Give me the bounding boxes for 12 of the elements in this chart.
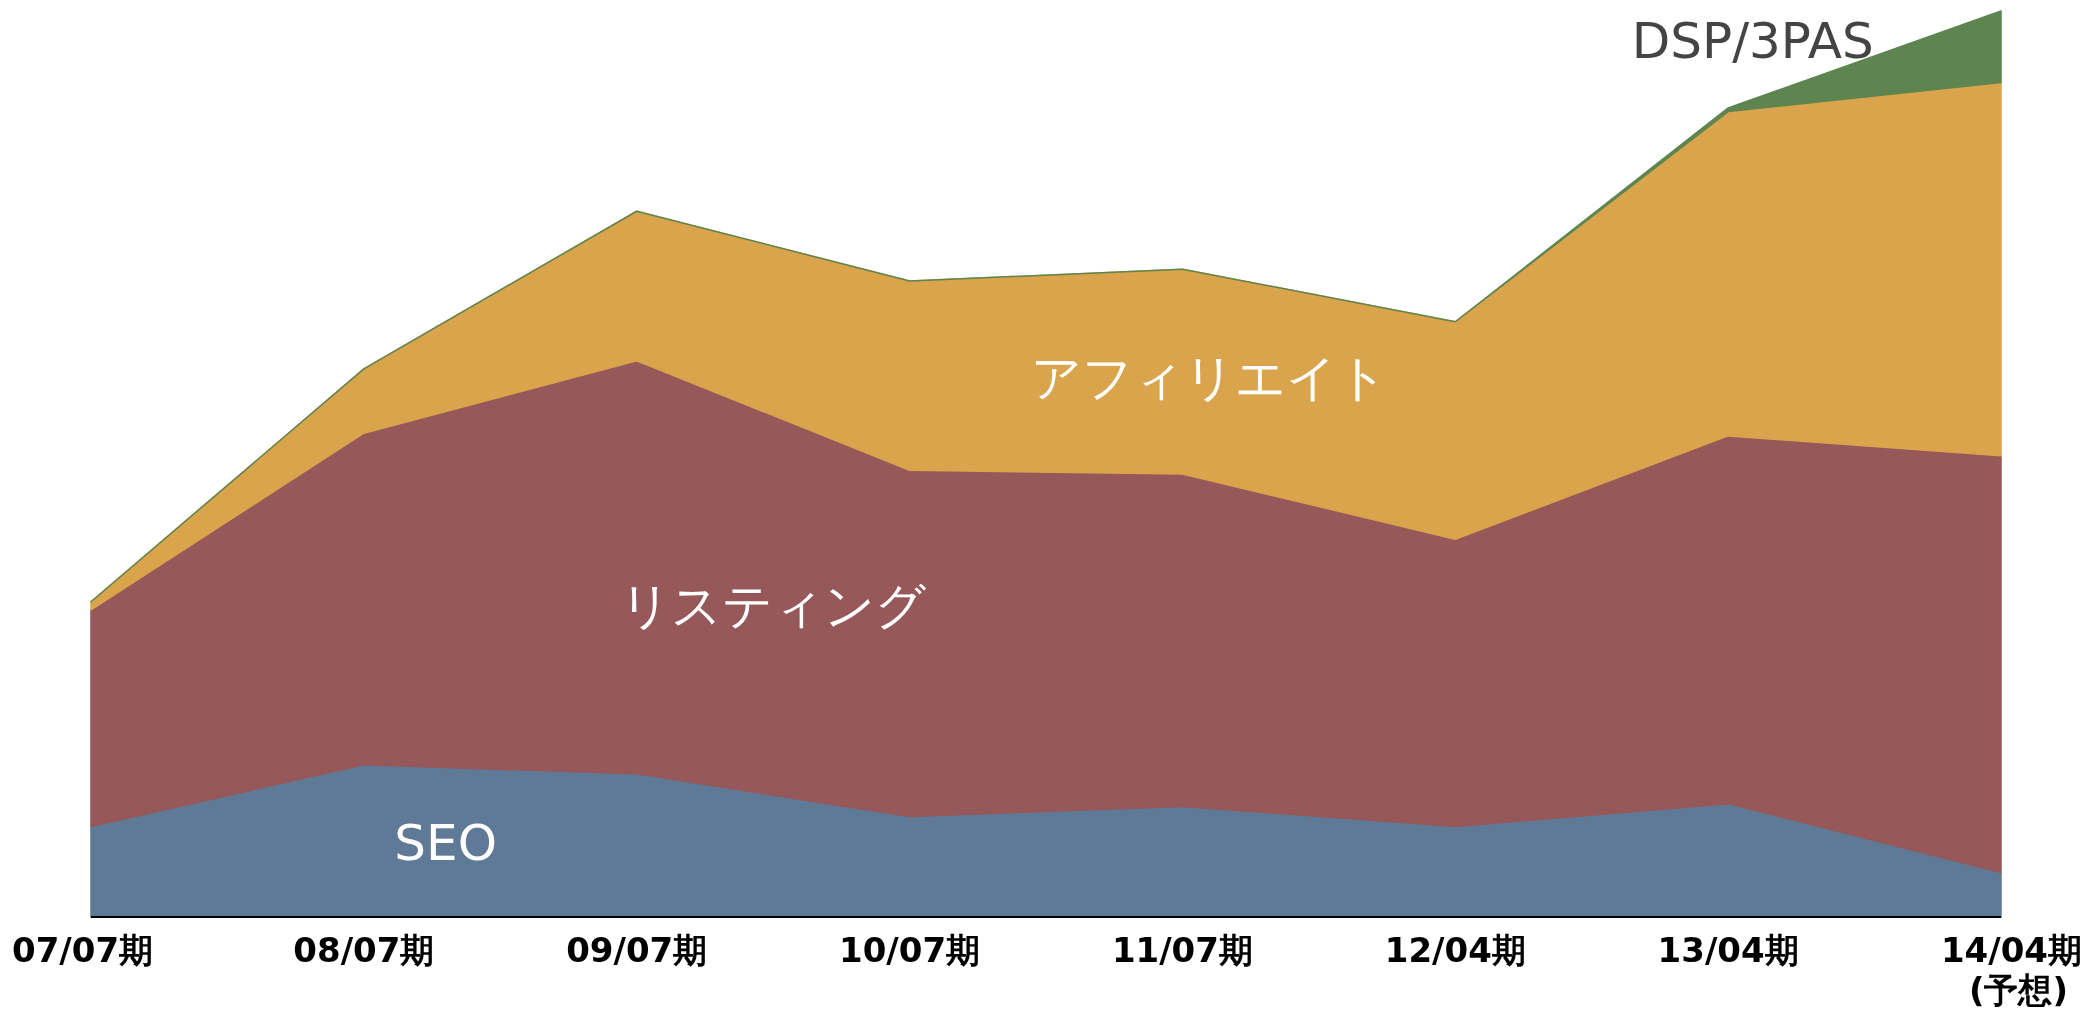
x-tick-label: 09/07期	[566, 930, 708, 970]
x-tick-label: 10/07期	[839, 930, 981, 970]
series-label: DSP/3PAS	[1631, 12, 1874, 70]
series-label: アフィリエイト	[1031, 349, 1389, 408]
x-tick-label: 07/07期	[12, 930, 154, 970]
x-tick-label: 13/04期	[1657, 930, 1799, 970]
series-label: リスティング	[620, 577, 927, 636]
x-tick-label: 12/04期	[1384, 930, 1526, 970]
x-tick-label: 11/07期	[1111, 930, 1253, 970]
series-label: SEO	[394, 814, 498, 873]
x-tick-label: 14/04期 (予想)	[1940, 930, 2082, 1010]
x-tick-label: 08/07期	[293, 930, 435, 970]
